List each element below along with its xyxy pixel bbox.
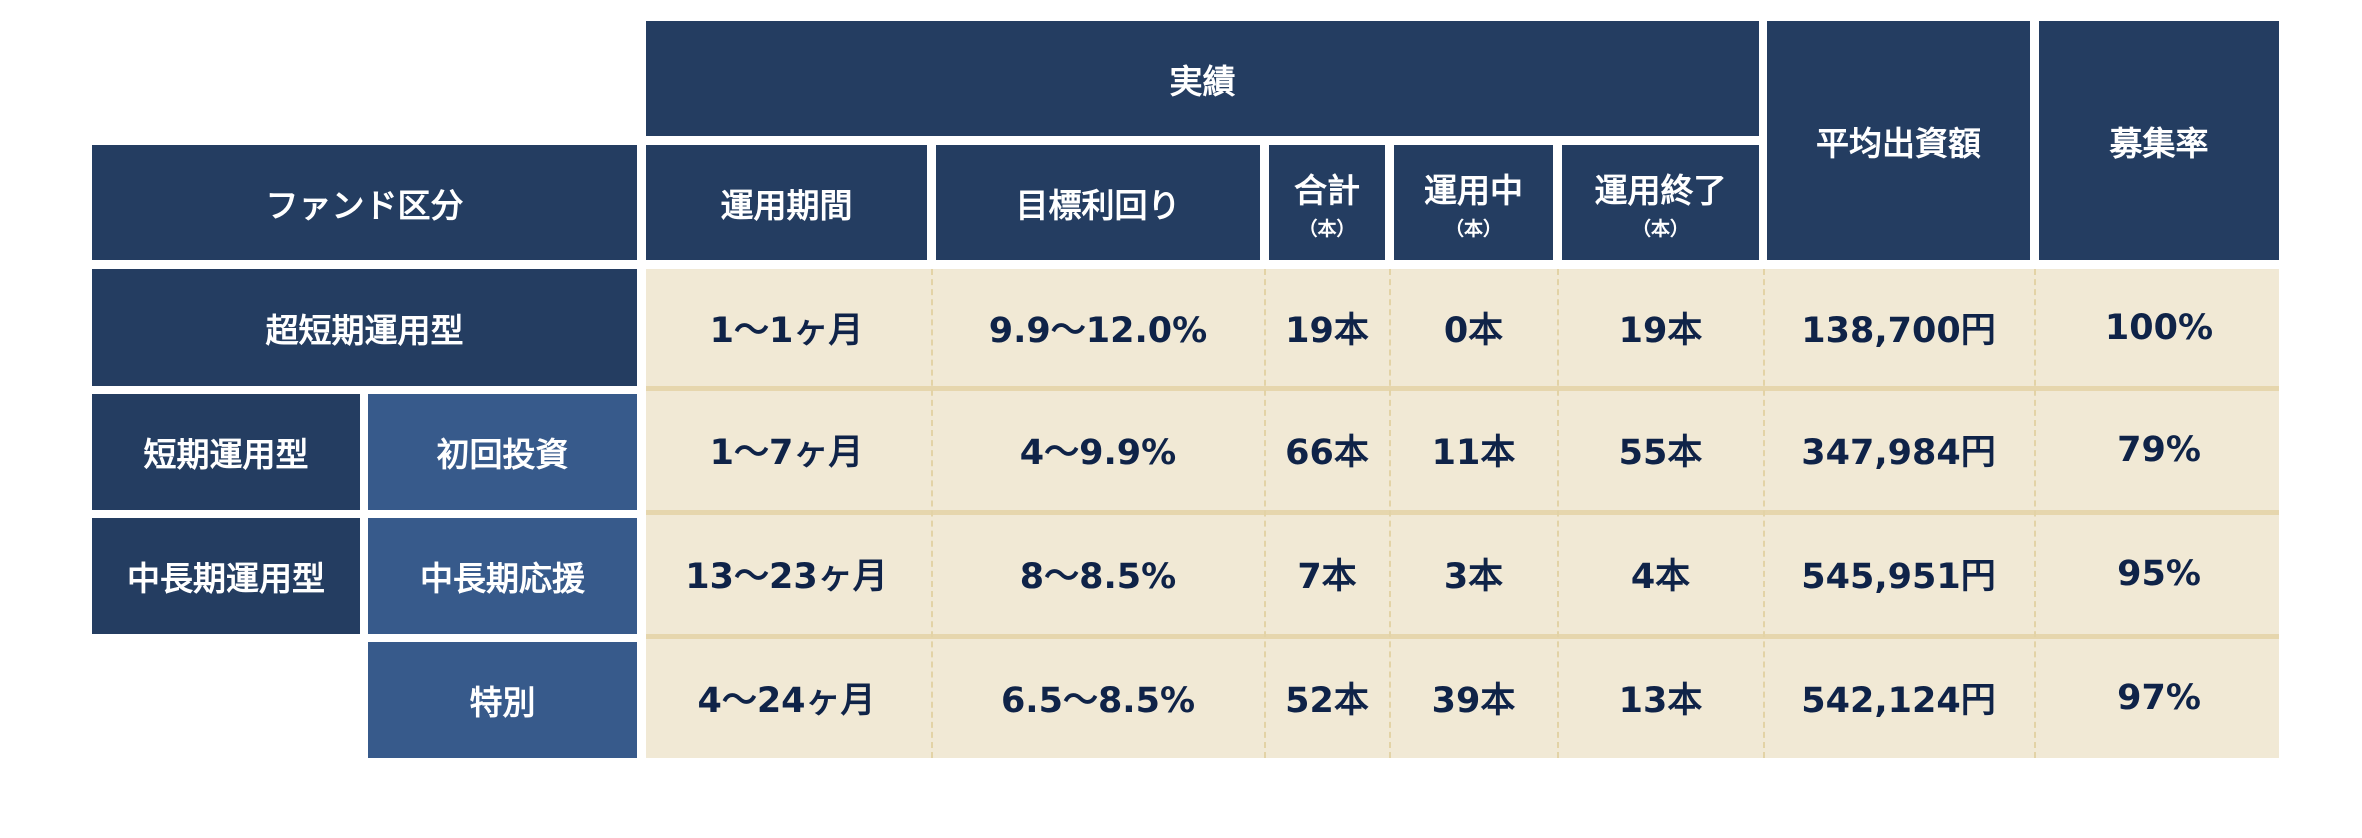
cell-rate: 97% bbox=[2117, 677, 2201, 718]
cell-active: 0本 bbox=[1443, 311, 1504, 351]
cell-ended: 55本 bbox=[1618, 433, 1703, 473]
col-divider bbox=[1389, 269, 1391, 758]
header-fund-label: ファンド区分 bbox=[265, 185, 464, 225]
cell-avg: 542,124円 bbox=[1801, 681, 1996, 721]
col-label: 運用終了 bbox=[1594, 171, 1727, 210]
cell-yield: 9.9〜12.0% bbox=[988, 311, 1208, 351]
header-avg-label: 平均出資額 bbox=[1816, 123, 1981, 163]
cell-total: 7本 bbox=[1297, 557, 1357, 597]
category-short: 短期運用型 bbox=[92, 394, 360, 510]
cell-avg: 347,984円 bbox=[1801, 433, 1996, 473]
col-label: 運用期間 bbox=[720, 185, 853, 225]
header-active: 運用中 （本） bbox=[1394, 145, 1553, 260]
cell-yield: 4〜9.9% bbox=[1019, 433, 1177, 473]
cell-total: 66本 bbox=[1285, 433, 1369, 473]
cell-total: 19本 bbox=[1285, 311, 1369, 351]
cell-avg: 545,951円 bbox=[1801, 557, 1996, 597]
cell-rate: 79% bbox=[2117, 429, 2201, 470]
header-results-label: 実績 bbox=[1169, 61, 1236, 101]
col-divider bbox=[1763, 269, 1765, 758]
subcategory-special: 特別 bbox=[368, 642, 637, 758]
subcategory-first-investment: 初回投資 bbox=[368, 394, 637, 510]
header-fund-category: ファンド区分 bbox=[92, 145, 637, 260]
col-divider bbox=[2034, 269, 2036, 758]
col-label: 合計 bbox=[1294, 171, 1360, 210]
header-period: 運用期間 bbox=[646, 145, 927, 260]
row-divider bbox=[646, 634, 2279, 639]
cell-period: 1〜7ヶ月 bbox=[709, 433, 864, 473]
col-divider bbox=[1264, 269, 1266, 758]
cell-active: 39本 bbox=[1431, 681, 1516, 721]
cell-yield: 8〜8.5% bbox=[1019, 557, 1177, 597]
header-target-yield: 目標利回り bbox=[936, 145, 1260, 260]
header-results: 実績 bbox=[646, 21, 1759, 136]
cell-period: 13〜23ヶ月 bbox=[685, 557, 888, 597]
cell-avg: 138,700円 bbox=[1801, 311, 1996, 351]
col-divider bbox=[931, 269, 933, 758]
category-label: 短期運用型 bbox=[143, 435, 309, 474]
col-unit: （本） bbox=[1298, 218, 1356, 240]
cell-rate: 100% bbox=[2104, 307, 2214, 348]
cell-rate: 95% bbox=[2117, 553, 2201, 594]
category-mid-long: 中長期運用型 bbox=[92, 518, 360, 634]
category-label: 初回投資 bbox=[436, 435, 569, 474]
category-ultra-short: 超短期運用型 bbox=[92, 269, 637, 386]
cell-period: 4〜24ヶ月 bbox=[697, 681, 876, 721]
header-rate-label: 募集率 bbox=[2109, 123, 2209, 163]
category-label: 超短期運用型 bbox=[265, 310, 464, 350]
subcategory-mid-long-support: 中長期応援 bbox=[368, 518, 637, 634]
cell-ended: 19本 bbox=[1618, 311, 1703, 351]
category-label: 中長期運用型 bbox=[127, 559, 325, 598]
col-label: 目標利回り bbox=[1015, 185, 1181, 225]
header-total: 合計 （本） bbox=[1269, 145, 1385, 260]
col-divider bbox=[1557, 269, 1559, 758]
cell-active: 3本 bbox=[1443, 557, 1504, 597]
category-label: 特別 bbox=[469, 683, 536, 722]
header-ended: 運用終了 （本） bbox=[1562, 145, 1759, 260]
col-unit: （本） bbox=[1444, 218, 1502, 240]
cell-ended: 13本 bbox=[1618, 681, 1703, 721]
row-divider bbox=[646, 510, 2279, 515]
row-divider bbox=[646, 386, 2279, 391]
category-label: 中長期応援 bbox=[420, 559, 585, 598]
col-label: 運用中 bbox=[1424, 171, 1523, 210]
col-unit: （本） bbox=[1631, 218, 1689, 240]
cell-active: 11本 bbox=[1431, 433, 1516, 473]
header-avg-investment: 平均出資額 bbox=[1767, 21, 2030, 260]
cell-period: 1〜1ヶ月 bbox=[709, 311, 864, 351]
cell-total: 52本 bbox=[1285, 681, 1369, 721]
cell-yield: 6.5〜8.5% bbox=[1000, 681, 1196, 721]
header-recruitment-rate: 募集率 bbox=[2039, 21, 2279, 260]
cell-ended: 4本 bbox=[1630, 557, 1691, 597]
